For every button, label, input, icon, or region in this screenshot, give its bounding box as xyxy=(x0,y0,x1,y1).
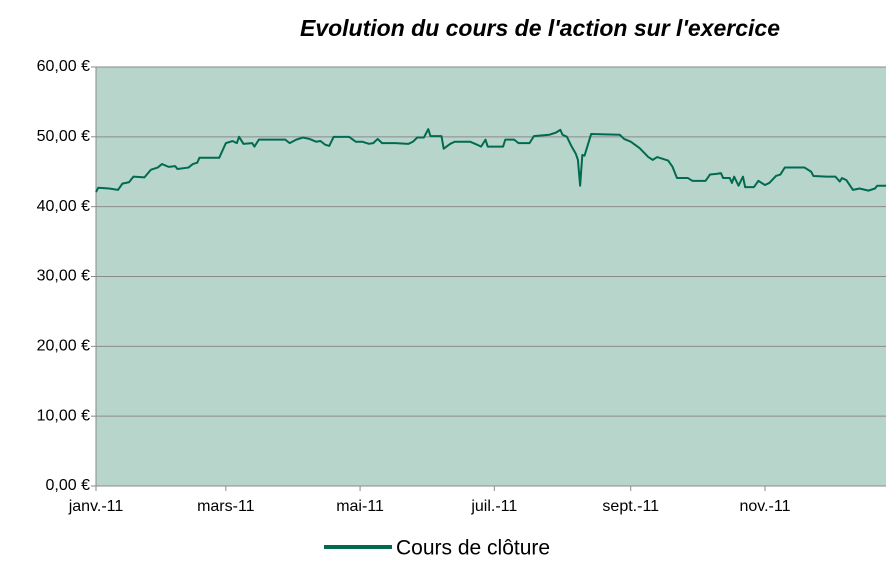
x-tick-label: janv.-11 xyxy=(68,498,124,515)
x-tick-label: mars-11 xyxy=(197,498,255,515)
legend-label: Cours de clôture xyxy=(396,537,550,560)
y-tick-label: 60,00 € xyxy=(37,58,90,75)
price-line xyxy=(95,128,886,193)
x-tick-label: juil.-11 xyxy=(470,498,517,515)
y-tick-label: 10,00 € xyxy=(37,407,90,424)
y-tick-label: 30,00 € xyxy=(37,268,90,285)
y-tick-label: 40,00 € xyxy=(37,198,90,215)
y-tick-label: 20,00 € xyxy=(37,338,90,355)
chart-title: Evolution du cours de l'action sur l'exe… xyxy=(300,15,780,41)
x-tick-label: nov.-11 xyxy=(739,498,790,515)
y-tick-label: 0,00 € xyxy=(46,477,91,494)
y-tick-label: 50,00 € xyxy=(37,128,90,145)
x-tick-label: mai-11 xyxy=(336,498,384,515)
x-tick-label: sept.-11 xyxy=(602,498,659,515)
